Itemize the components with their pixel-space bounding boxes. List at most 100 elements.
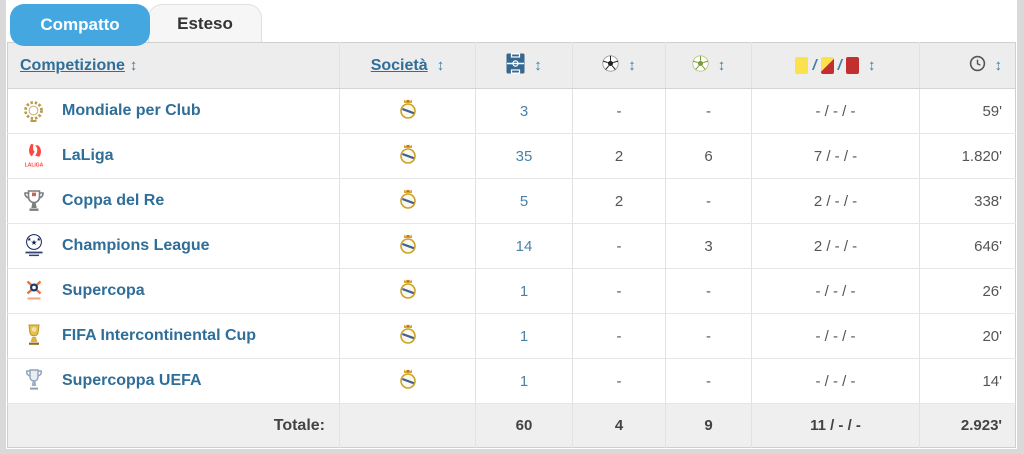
appearances-link[interactable]: 1 [519,372,529,390]
card-separator: / [812,57,817,75]
svg-text:★: ★ [36,237,41,243]
minutes-cell: 20' [919,313,1016,359]
svg-text:★: ★ [26,237,31,243]
minutes-cell: 59' [919,88,1016,134]
goals-ball-icon[interactable] [602,55,619,76]
competition-link[interactable]: Champions League [62,237,210,254]
assists-cell: - [665,358,752,404]
goals-cell: - [572,223,666,269]
appearances-link[interactable]: 1 [519,327,529,345]
copa-del-rey-icon [20,188,47,215]
svg-text:★: ★ [30,238,37,247]
totals-row: Totale: 60 4 9 11 / - / - 2.923' [7,403,1016,448]
appearances-link[interactable]: 3 [519,102,529,120]
competition-stats-table: Competizione ↕ Società ↕ ↕ [7,42,1016,448]
goals-cell: 2 [572,133,666,179]
minutes-cell: 338' [919,178,1016,224]
real-madrid-crest-icon[interactable] [399,323,417,345]
supercopa-icon [20,278,47,305]
real-madrid-crest-icon[interactable] [399,143,417,165]
svg-text:LALIGA: LALIGA [24,163,43,169]
minutes-cell: 646' [919,223,1016,269]
appearances-link[interactable]: 35 [515,147,533,165]
sort-arrow-icon[interactable]: ↕ [436,56,445,74]
sort-arrow-icon[interactable]: ↕ [628,57,636,74]
matches-pitch-icon[interactable] [506,53,525,78]
cards-cell: - / - / - [751,268,920,314]
fifa-intercontinental-cup-icon [20,323,47,350]
tab-compatto[interactable]: Compatto [10,4,150,46]
cards-cell: 7 / - / - [751,133,920,179]
champions-league-icon: ★ ★ ★ [20,233,47,260]
sort-club[interactable]: Società [370,56,428,74]
appearances-link[interactable]: 1 [519,282,529,300]
cards-cell: - / - / - [751,358,920,404]
goals-cell: - [572,88,666,134]
competition-link[interactable]: Coppa del Re [62,192,165,209]
assists-ball-icon[interactable] [692,55,709,76]
sort-arrow-icon[interactable]: ↕ [717,57,726,74]
competition-link[interactable]: Supercoppa UEFA [62,372,202,389]
supercoppa-uefa-icon [20,368,47,395]
stats-panel: Compatto Esteso Competizione ↕ Società ↕ [6,0,1017,449]
tab-esteso[interactable]: Esteso [148,4,262,42]
assists-cell: - [665,178,752,224]
assists-cell: 3 [665,223,752,269]
sort-arrow-icon[interactable]: ↕ [129,57,138,74]
tab-bar: Compatto Esteso [6,0,1017,46]
appearances-link[interactable]: 5 [519,192,529,210]
totals-appearances: 60 [475,403,573,448]
table-row: Mondiale per Club 3 - - - / - / - 59' [7,88,1016,134]
assists-cell: - [665,313,752,359]
header-row: Competizione ↕ Società ↕ ↕ [7,42,1016,89]
real-madrid-crest-icon[interactable] [399,368,417,390]
assists-cell: - [665,88,752,134]
competition-link[interactable]: FIFA Intercontinental Cup [62,327,257,344]
column-competition: Competizione ↕ [7,42,340,89]
competition-link[interactable]: Mondiale per Club [62,102,201,119]
club-world-cup-icon [20,98,47,125]
real-madrid-crest-icon[interactable] [399,278,417,300]
competition-link[interactable]: Supercopa [62,282,145,299]
minutes-cell: 14' [919,358,1016,404]
cards-cell: 2 / - / - [751,178,920,224]
sort-arrow-icon[interactable]: ↕ [868,56,876,74]
appearances-link[interactable]: 14 [515,237,533,255]
sort-arrow-icon[interactable]: ↕ [994,57,1003,74]
goals-cell: - [572,268,666,314]
column-assists: ↕ [665,42,752,89]
table-row: Supercopa 1 - - - / - / - 26' [7,268,1016,314]
totals-club-cell [339,403,476,448]
column-club: Società ↕ [339,42,476,89]
goals-cell: 2 [572,178,666,224]
real-madrid-crest-icon[interactable] [399,188,417,210]
totals-goals: 4 [572,403,666,448]
totals-cards: 11 / - / - [751,403,920,448]
totals-label: Totale: [273,416,325,434]
yellow-card-icon[interactable] [795,57,809,75]
minutes-cell: 26' [919,268,1016,314]
assists-cell: 6 [665,133,752,179]
column-goals: ↕ [572,42,666,89]
goals-cell: - [572,313,666,359]
yellow-red-card-icon[interactable] [820,57,834,75]
totals-minutes: 2.923' [919,403,1016,448]
real-madrid-crest-icon[interactable] [399,233,417,255]
real-madrid-crest-icon[interactable] [399,98,417,120]
minutes-cell: 1.820' [919,133,1016,179]
laliga-icon: LALIGA [20,143,47,170]
goals-cell: - [572,358,666,404]
table-row: ★ ★ ★ Champions League 14 - 3 2 / - / - 64… [7,223,1016,269]
totals-assists: 9 [665,403,752,448]
sort-competition[interactable]: Competizione [20,56,125,74]
assists-cell: - [665,268,752,314]
cards-cell: - / - / - [751,313,920,359]
column-appearances: ↕ [475,42,573,89]
table-row: FIFA Intercontinental Cup 1 - - - / - / … [7,313,1016,359]
competition-link[interactable]: LaLiga [62,147,114,164]
table-row: Supercoppa UEFA 1 - - - / - / - 14' [7,358,1016,404]
red-card-icon[interactable] [845,57,859,75]
sort-arrow-icon[interactable]: ↕ [534,57,542,74]
minutes-clock-icon[interactable] [969,55,986,76]
table-row: Coppa del Re 5 2 - 2 / - / - 338' [7,178,1016,224]
